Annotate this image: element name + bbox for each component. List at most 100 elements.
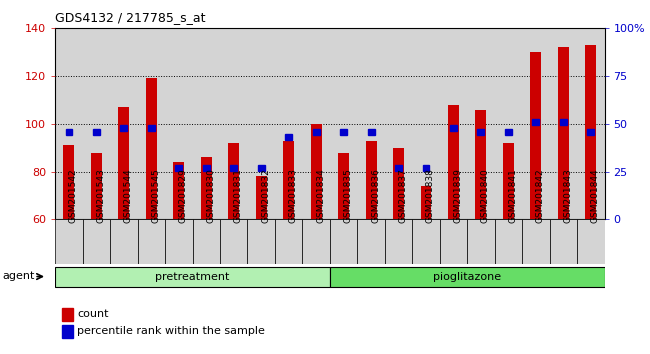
Bar <box>330 267 604 287</box>
Text: GSM201544: GSM201544 <box>124 169 133 223</box>
Bar <box>230 165 237 171</box>
Text: GSM201830: GSM201830 <box>206 168 215 223</box>
Bar <box>550 28 577 219</box>
Text: GSM201842: GSM201842 <box>536 169 545 223</box>
Bar <box>148 125 155 131</box>
Bar <box>560 119 567 125</box>
Bar <box>66 129 72 135</box>
Text: GSM201833: GSM201833 <box>289 168 298 223</box>
Bar <box>93 129 100 135</box>
Bar <box>255 176 266 219</box>
Bar <box>577 28 605 219</box>
Bar <box>62 308 73 321</box>
Bar <box>385 28 412 219</box>
Bar <box>313 129 320 135</box>
Bar <box>588 129 594 135</box>
Bar <box>550 219 577 264</box>
Text: GSM201545: GSM201545 <box>151 168 161 223</box>
Bar <box>83 219 110 264</box>
Text: GSM201831: GSM201831 <box>234 168 242 223</box>
Bar <box>62 325 73 338</box>
Bar <box>467 28 495 219</box>
Bar <box>330 219 358 264</box>
Bar <box>55 28 83 219</box>
Bar <box>220 28 248 219</box>
Bar <box>118 107 129 219</box>
Bar <box>228 143 239 219</box>
Text: GSM201829: GSM201829 <box>179 168 188 223</box>
Text: agent: agent <box>3 271 35 281</box>
Bar <box>475 110 486 219</box>
Text: GSM201543: GSM201543 <box>96 168 105 223</box>
Bar <box>338 153 349 219</box>
Bar <box>412 219 439 264</box>
Bar <box>505 129 512 135</box>
Text: GSM201836: GSM201836 <box>371 168 380 223</box>
Text: GSM201838: GSM201838 <box>426 168 435 223</box>
Bar <box>64 145 75 219</box>
Text: GSM201837: GSM201837 <box>398 168 408 223</box>
Bar <box>55 267 330 287</box>
Bar <box>138 28 165 219</box>
Text: GSM201840: GSM201840 <box>481 168 490 223</box>
Bar <box>285 134 292 140</box>
Bar <box>248 28 275 219</box>
Bar <box>495 219 522 264</box>
Text: GSM201834: GSM201834 <box>316 168 325 223</box>
Bar <box>220 219 248 264</box>
Bar <box>577 219 605 264</box>
Bar <box>422 165 430 171</box>
Bar <box>302 219 330 264</box>
Bar <box>311 124 322 219</box>
Bar <box>522 219 550 264</box>
Text: GSM201542: GSM201542 <box>69 169 78 223</box>
Text: GSM201844: GSM201844 <box>591 169 600 223</box>
Text: GSM201841: GSM201841 <box>508 168 517 223</box>
Text: pioglitazone: pioglitazone <box>433 272 501 282</box>
Bar <box>585 45 596 219</box>
Bar <box>203 165 210 171</box>
Bar <box>495 28 522 219</box>
Bar <box>165 28 192 219</box>
Bar <box>532 119 540 125</box>
Bar <box>258 165 265 171</box>
Bar <box>395 165 402 171</box>
Bar <box>503 143 514 219</box>
Bar <box>467 219 495 264</box>
Text: GSM201832: GSM201832 <box>261 168 270 223</box>
Bar <box>83 28 110 219</box>
Bar <box>448 105 459 219</box>
Bar <box>385 219 412 264</box>
Text: GSM201835: GSM201835 <box>344 168 352 223</box>
Bar <box>412 28 439 219</box>
Bar <box>368 129 374 135</box>
Bar <box>275 28 302 219</box>
Bar <box>283 141 294 219</box>
Bar <box>192 28 220 219</box>
Bar <box>91 153 102 219</box>
Bar <box>358 28 385 219</box>
Bar <box>522 28 550 219</box>
Bar <box>365 141 376 219</box>
Bar <box>111 219 138 264</box>
Text: count: count <box>77 309 109 319</box>
Bar <box>302 28 330 219</box>
Bar <box>330 28 358 219</box>
Bar <box>165 219 192 264</box>
Bar <box>146 79 157 219</box>
Bar <box>275 219 302 264</box>
Text: GSM201843: GSM201843 <box>564 168 572 223</box>
Text: GDS4132 / 217785_s_at: GDS4132 / 217785_s_at <box>55 11 206 24</box>
Bar <box>111 28 138 219</box>
Bar <box>192 219 220 264</box>
Bar <box>176 165 182 171</box>
Text: pretreatment: pretreatment <box>155 272 229 282</box>
Bar <box>120 125 127 131</box>
Bar <box>393 148 404 219</box>
Bar <box>450 125 457 131</box>
Bar <box>478 129 484 135</box>
Bar <box>201 157 212 219</box>
Text: GSM201839: GSM201839 <box>454 168 462 223</box>
Bar <box>55 219 83 264</box>
Bar <box>530 52 541 219</box>
